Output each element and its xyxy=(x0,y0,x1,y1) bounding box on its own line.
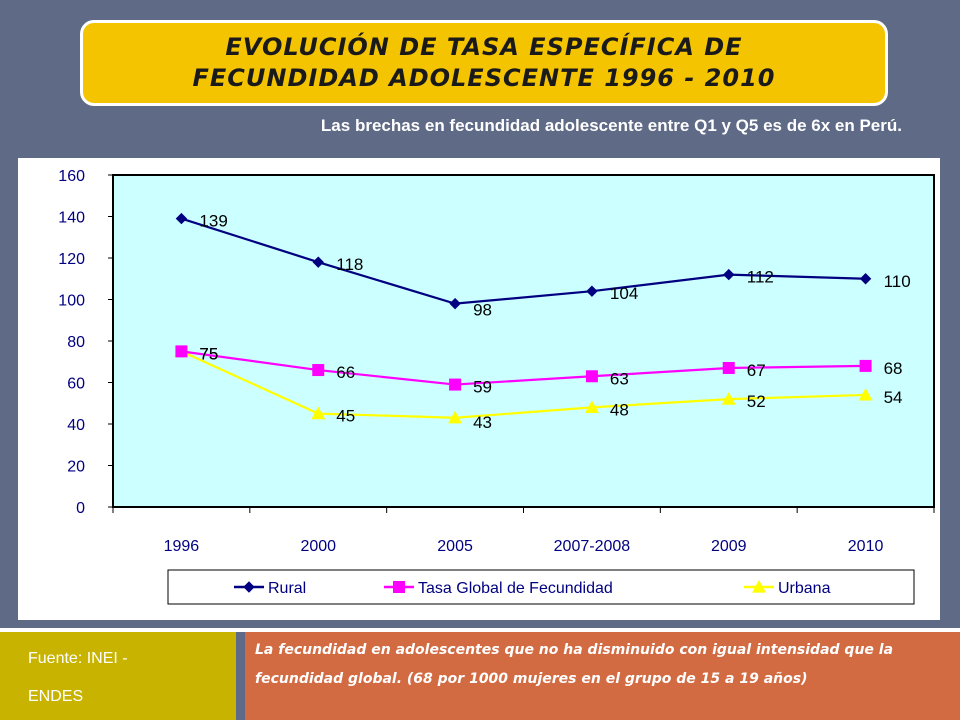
x-tick-label: 2010 xyxy=(848,538,884,555)
data-label: 75 xyxy=(199,344,218,363)
x-tick-label: 2009 xyxy=(711,538,747,555)
footer-note: La fecundidad en adolescentes que no ha … xyxy=(245,632,960,720)
data-point xyxy=(723,268,735,281)
data-point xyxy=(448,410,463,424)
data-label: 66 xyxy=(336,363,355,382)
data-label: 63 xyxy=(610,369,629,388)
chart-area: 0 20 40 60 80 100 120 140 160 1996 2000 2005 2007-20… xyxy=(18,158,940,620)
x-tick-label: 2000 xyxy=(300,538,336,555)
line-chart: 0 20 40 60 80 100 120 140 160 1996 2000 2005 2007-20… xyxy=(18,158,940,620)
data-label: 59 xyxy=(473,378,492,397)
x-tick-label: 1996 xyxy=(164,538,200,555)
legend-label: Tasa Global de Fecundidad xyxy=(418,580,613,597)
data-label: 43 xyxy=(473,413,492,432)
data-label: 68 xyxy=(884,359,903,378)
series-line-1 xyxy=(181,350,866,386)
title-line-2: FECUNDIDAD ADOLESCENTE 1996 - 2010 xyxy=(192,64,776,92)
legend-marker xyxy=(243,581,255,593)
data-label: 54 xyxy=(884,388,903,407)
title-box: EVOLUCIÓN DE TASA ESPECÍFICA DE FECUNDID… xyxy=(80,20,888,106)
data-label: 112 xyxy=(747,268,774,287)
data-label: 75 xyxy=(199,344,218,363)
data-point xyxy=(449,297,461,310)
data-label: 118 xyxy=(336,255,363,274)
data-label: 98 xyxy=(473,301,492,320)
data-point xyxy=(585,370,598,383)
y-tick-label: 20 xyxy=(67,459,85,476)
data-point xyxy=(858,387,873,401)
data-point xyxy=(175,212,188,225)
series-line-2 xyxy=(180,350,866,419)
data-point xyxy=(859,273,872,285)
data-point xyxy=(175,345,188,358)
x-tick-label: 2007-2008 xyxy=(554,538,631,555)
title-line-1: EVOLUCIÓN DE TASA ESPECÍFICA DE xyxy=(225,33,743,61)
data-point xyxy=(584,400,599,413)
x-tick-label: 2005 xyxy=(437,538,473,555)
data-point xyxy=(722,361,735,374)
data-point xyxy=(586,285,598,297)
data-point xyxy=(721,392,736,405)
source-line-2: ENDES xyxy=(28,688,84,705)
y-tick-label: 0 xyxy=(76,500,85,517)
footer-divider xyxy=(0,628,960,632)
data-label: 52 xyxy=(747,392,766,411)
footer-source: Fuente: INEI - ENDES xyxy=(0,632,236,720)
data-point xyxy=(312,364,325,377)
legend-box xyxy=(167,569,915,605)
data-label: 67 xyxy=(747,361,766,380)
data-point xyxy=(311,406,326,420)
data-point xyxy=(312,256,324,268)
data-point xyxy=(859,359,872,372)
legend-marker xyxy=(752,580,766,593)
y-tick-label: 100 xyxy=(58,293,85,310)
y-tick-label: 120 xyxy=(58,251,85,268)
legend-label: Rural xyxy=(268,580,306,597)
series-line-0 xyxy=(181,217,866,305)
y-tick-label: 160 xyxy=(58,168,85,185)
data-label: 45 xyxy=(336,407,355,426)
y-tick-label: 40 xyxy=(67,417,85,434)
legend-label: Urbana xyxy=(778,580,831,597)
data-point xyxy=(449,378,462,391)
y-tick-label: 140 xyxy=(58,210,85,227)
plot-area xyxy=(112,174,935,508)
legend-marker xyxy=(393,581,405,593)
y-tick-label: 60 xyxy=(67,376,85,393)
data-label: 139 xyxy=(199,212,227,231)
data-label: 110 xyxy=(884,272,911,291)
y-tick-label: 80 xyxy=(67,334,85,351)
source-line-1: Fuente: INEI - xyxy=(28,650,128,667)
data-label: 104 xyxy=(610,284,638,303)
subtitle: Las brechas en fecundidad adolescente en… xyxy=(320,116,902,135)
data-label: 48 xyxy=(610,400,629,419)
